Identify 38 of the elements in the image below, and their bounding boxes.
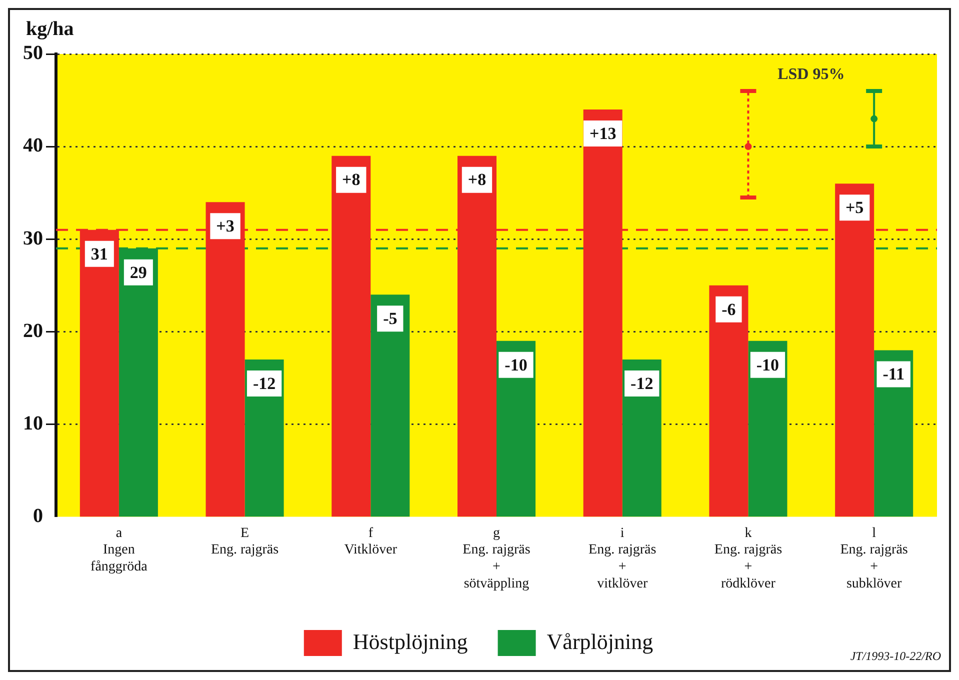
y-tick-label: 20 [23, 320, 43, 342]
annotation: 29 [130, 262, 147, 282]
bar [332, 156, 371, 517]
legend-label: Höstplöjning [352, 628, 468, 654]
annotation: +8 [342, 170, 360, 190]
x-tick-label: a Ingen fånggröda [90, 526, 148, 574]
annotation: +3 [216, 216, 234, 236]
x-tick-label: g Eng. rajgräs + sötväppling [462, 526, 530, 592]
text: JT/1993-10-22/RO [850, 649, 941, 664]
bar [709, 285, 748, 517]
annotation: -10 [756, 355, 780, 374]
annotation: 31 [90, 244, 108, 264]
x-tick-label: k Eng. rajgräs + rödklöver [714, 526, 782, 592]
annotation: -11 [882, 364, 904, 384]
annotation: LSD 95% [778, 66, 845, 84]
annotation: +8 [468, 170, 486, 190]
annotation: -12 [630, 374, 654, 393]
bar [835, 184, 874, 517]
y-tick-label: 0 [33, 504, 43, 527]
annotation: -6 [722, 300, 736, 319]
y-tick-label: 10 [23, 412, 43, 434]
x-tick-label: E Eng. rajgräs [210, 526, 279, 558]
annotation: -12 [252, 374, 276, 393]
x-tick-label: l Eng. rajgräs + subklöver [840, 526, 908, 592]
legend-label: Vårplöjning [546, 628, 654, 654]
annotation: +5 [845, 198, 864, 217]
annotation: +13 [590, 124, 616, 143]
y-axis-title: kg/ha [26, 18, 74, 41]
x-tick-label: i Eng. rajgräs + vitklöver [588, 526, 656, 592]
x-tick-label: f Vitklöver [344, 526, 398, 558]
annotation: -10 [504, 355, 528, 374]
y-tick-label: 50 [23, 42, 43, 64]
annotation: -5 [383, 309, 398, 328]
bar [370, 294, 410, 517]
y-tick-label: 30 [23, 227, 43, 250]
y-tick-label: 40 [23, 134, 43, 157]
bar [496, 340, 536, 517]
bar [748, 340, 788, 517]
